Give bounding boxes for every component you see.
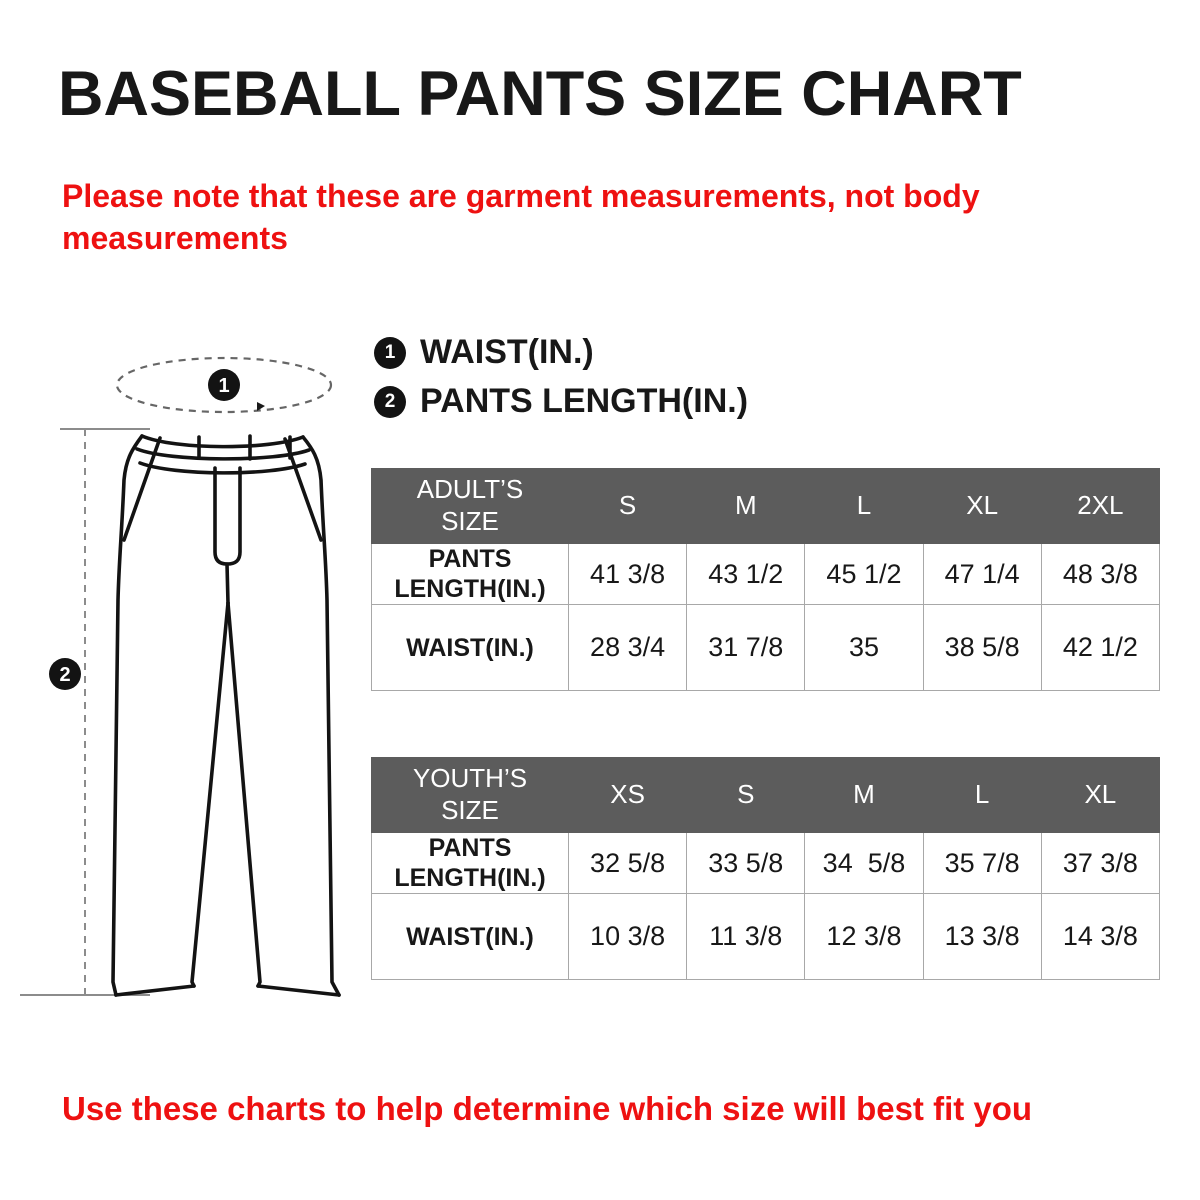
svg-text:2: 2 <box>59 664 70 686</box>
svg-text:1: 1 <box>218 375 229 397</box>
